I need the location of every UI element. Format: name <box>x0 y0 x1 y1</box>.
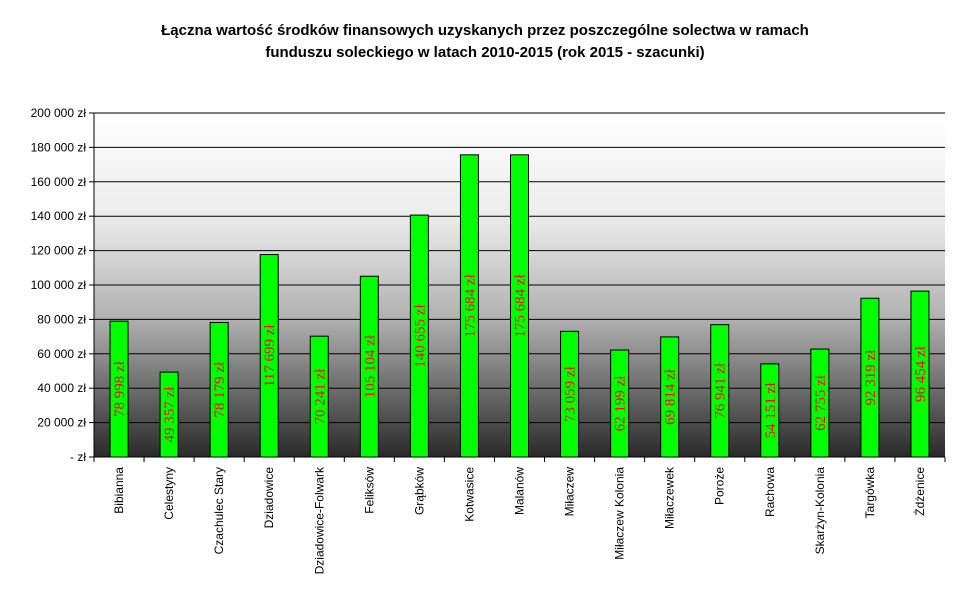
data-label: 62 755 zł <box>813 374 829 431</box>
data-label: 140 655 zł <box>412 304 428 368</box>
category-label: Dziadowice-Folwark <box>312 466 326 574</box>
y-tick-label: 120 000 zł <box>31 244 87 258</box>
data-label: 73 059 zł <box>563 365 579 422</box>
category-label: Feliksów <box>362 467 376 514</box>
category-label: Miłaczewek <box>663 466 677 529</box>
data-label: 78 998 zł <box>112 360 128 417</box>
data-label: 69 814 zł <box>663 368 679 425</box>
data-label: 78 179 zł <box>212 361 228 418</box>
category-label: Kotwasice <box>462 467 476 522</box>
y-tick-label: 140 000 zł <box>31 209 87 223</box>
data-label: 92 319 zł <box>863 349 879 406</box>
category-label: Bibianna <box>112 467 126 514</box>
data-label: 70 241 zł <box>312 368 328 425</box>
category-label: Żdżenice <box>913 467 927 516</box>
y-tick-label: 80 000 zł <box>37 312 86 326</box>
y-tick-label: 20 000 zł <box>37 416 86 430</box>
chart-title-line-1: Łączna wartość środków finansowych uzysk… <box>161 22 809 39</box>
y-tick-label: 40 000 zł <box>37 381 86 395</box>
y-tick-label: 60 000 zł <box>37 347 86 361</box>
data-label: 117 699 zł <box>262 324 278 388</box>
data-label: 62 199 zł <box>613 375 629 432</box>
y-tick-label: 100 000 zł <box>31 278 87 292</box>
y-tick-label: - zł <box>70 450 86 464</box>
category-label: Rachowa <box>763 467 777 517</box>
data-label: 175 684 zł <box>462 273 478 337</box>
category-label: Grąbków <box>412 467 426 515</box>
category-label: Miłaczew Kolonia <box>613 467 627 560</box>
category-label: Poroże <box>713 467 727 505</box>
category-label: Miłaczew <box>563 467 577 517</box>
data-label: 49 357 zł <box>162 386 178 443</box>
category-label: Skarżyn-Kolonia <box>813 467 827 555</box>
y-tick-label: 160 000 zł <box>31 175 87 189</box>
category-label: Celestyny <box>162 467 176 520</box>
data-label: 76 941 zł <box>713 362 729 419</box>
category-label: Malanów <box>513 467 527 515</box>
data-label: 96 454 zł <box>913 345 929 402</box>
data-label: 175 684 zł <box>513 273 529 337</box>
data-label: 105 104 zł <box>362 334 378 398</box>
y-tick-label: 180 000 zł <box>31 140 87 154</box>
category-label: Targówka <box>863 467 877 519</box>
data-label: 54 151 zł <box>763 382 779 439</box>
category-label: Dziadowice <box>262 467 276 529</box>
chart-title-line-2: funduszu soleckiego w latach 2010-2015 (… <box>265 44 705 61</box>
chart-title: Łączna wartość środków finansowych uzysk… <box>0 20 970 64</box>
category-label: Czachulec Stary <box>212 467 226 554</box>
y-tick-label: 200 000 zł <box>31 106 87 120</box>
